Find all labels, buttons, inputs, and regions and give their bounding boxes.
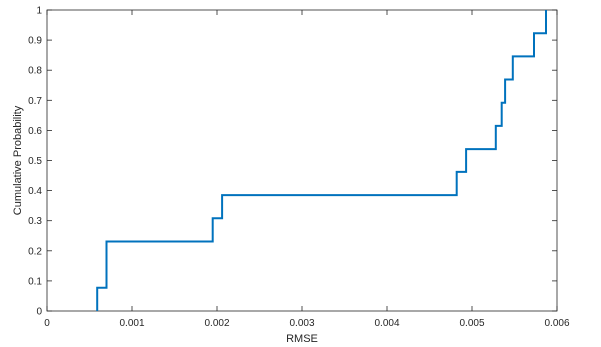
y-tick-label: 0.5 bbox=[28, 156, 42, 167]
cdf-step-line bbox=[96, 10, 547, 311]
y-tick-label: 0.7 bbox=[28, 96, 42, 107]
y-tick-label: 0 bbox=[36, 307, 42, 318]
y-tick-label: 0.4 bbox=[28, 186, 42, 197]
y-tick-label: 0.9 bbox=[28, 36, 42, 47]
x-tick-label: 0.002 bbox=[204, 318, 229, 329]
y-tick-label: 0.3 bbox=[28, 216, 42, 227]
plot-area: 0 0.001 0.002 0.003 0.004 0.005 0.006 0 0.1 0.2 0.… bbox=[28, 6, 570, 330]
y-tick-label: 0.2 bbox=[28, 246, 42, 257]
axes-box bbox=[46, 9, 558, 312]
x-tick-label: 0 bbox=[44, 318, 50, 329]
y-tick-label: 0.1 bbox=[28, 276, 42, 287]
x-tick-label: 0.003 bbox=[289, 318, 314, 329]
y-tick-label: 0.8 bbox=[28, 66, 42, 77]
x-axis-label: RMSE bbox=[286, 333, 318, 345]
x-tick-label: 0.004 bbox=[374, 318, 399, 329]
y-tick-label: 1 bbox=[36, 6, 42, 17]
y-tick-label: 0.6 bbox=[28, 126, 42, 137]
x-tick-label: 0.001 bbox=[119, 318, 144, 329]
x-tick-label: 0.005 bbox=[459, 318, 484, 329]
y-axis-label: Cumulative Probability bbox=[12, 105, 24, 215]
x-tick-label: 0.006 bbox=[544, 318, 569, 329]
